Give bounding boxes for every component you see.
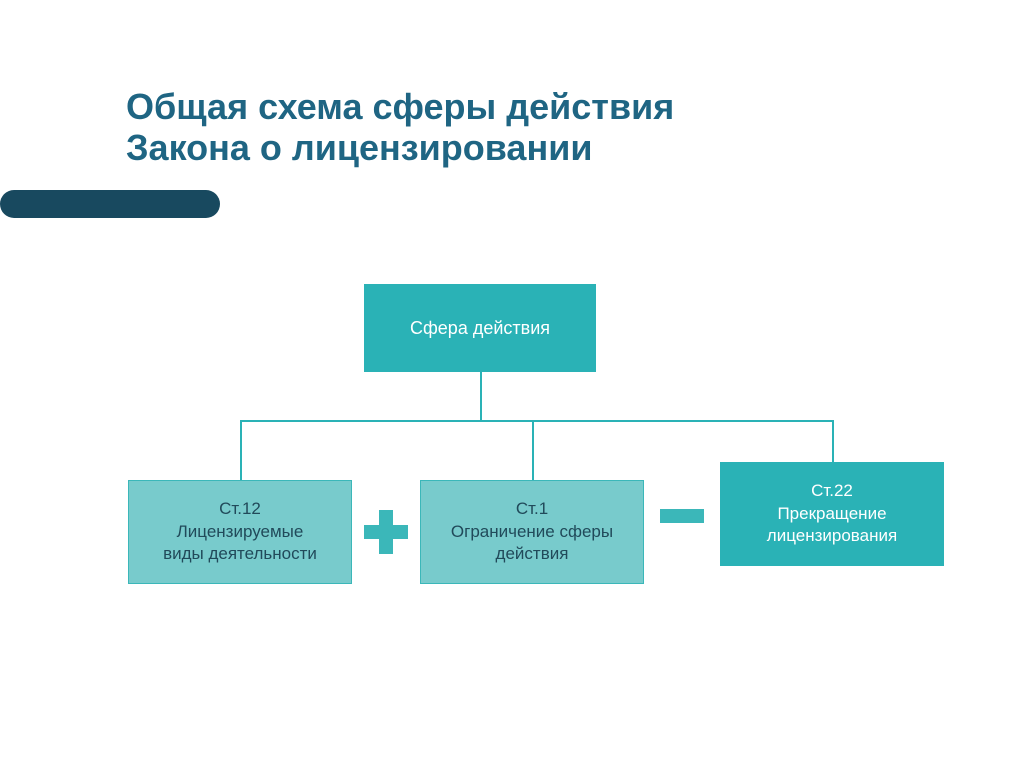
child-node-st1: Ст.1 Ограничение сферы действия: [420, 480, 644, 584]
st22-line2: Прекращение: [767, 503, 897, 526]
st12-line3: виды деятельности: [163, 543, 317, 566]
title-line2: Закона о лицензировании: [126, 127, 592, 168]
child-node-st12: Ст.12 Лицензируемые виды деятельности: [128, 480, 352, 584]
title-line1: Общая схема сферы действия: [126, 86, 674, 127]
connector-drop-left: [240, 420, 242, 480]
st1-line3: действия: [451, 543, 613, 566]
minus-icon: [660, 509, 704, 523]
st12-line2: Лицензируемые: [163, 521, 317, 544]
st12-line1: Ст.12: [163, 498, 317, 521]
child-node-st22: Ст.22 Прекращение лицензирования: [720, 462, 944, 566]
slide-title: Общая схема сферы действия Закона о лице…: [126, 86, 674, 169]
root-node-sphere: Сфера действия: [364, 284, 596, 372]
connector-drop-middle: [532, 420, 534, 480]
st22-line1: Ст.22: [767, 480, 897, 503]
st1-line1: Ст.1: [451, 498, 613, 521]
plus-icon: [364, 510, 408, 554]
root-node-label: Сфера действия: [410, 316, 550, 340]
connector-drop-right: [832, 420, 834, 462]
connector-bus: [240, 420, 832, 422]
connector-trunk: [480, 372, 482, 420]
st22-line3: лицензирования: [767, 525, 897, 548]
header-pill: [0, 190, 220, 218]
st1-line2: Ограничение сферы: [451, 521, 613, 544]
